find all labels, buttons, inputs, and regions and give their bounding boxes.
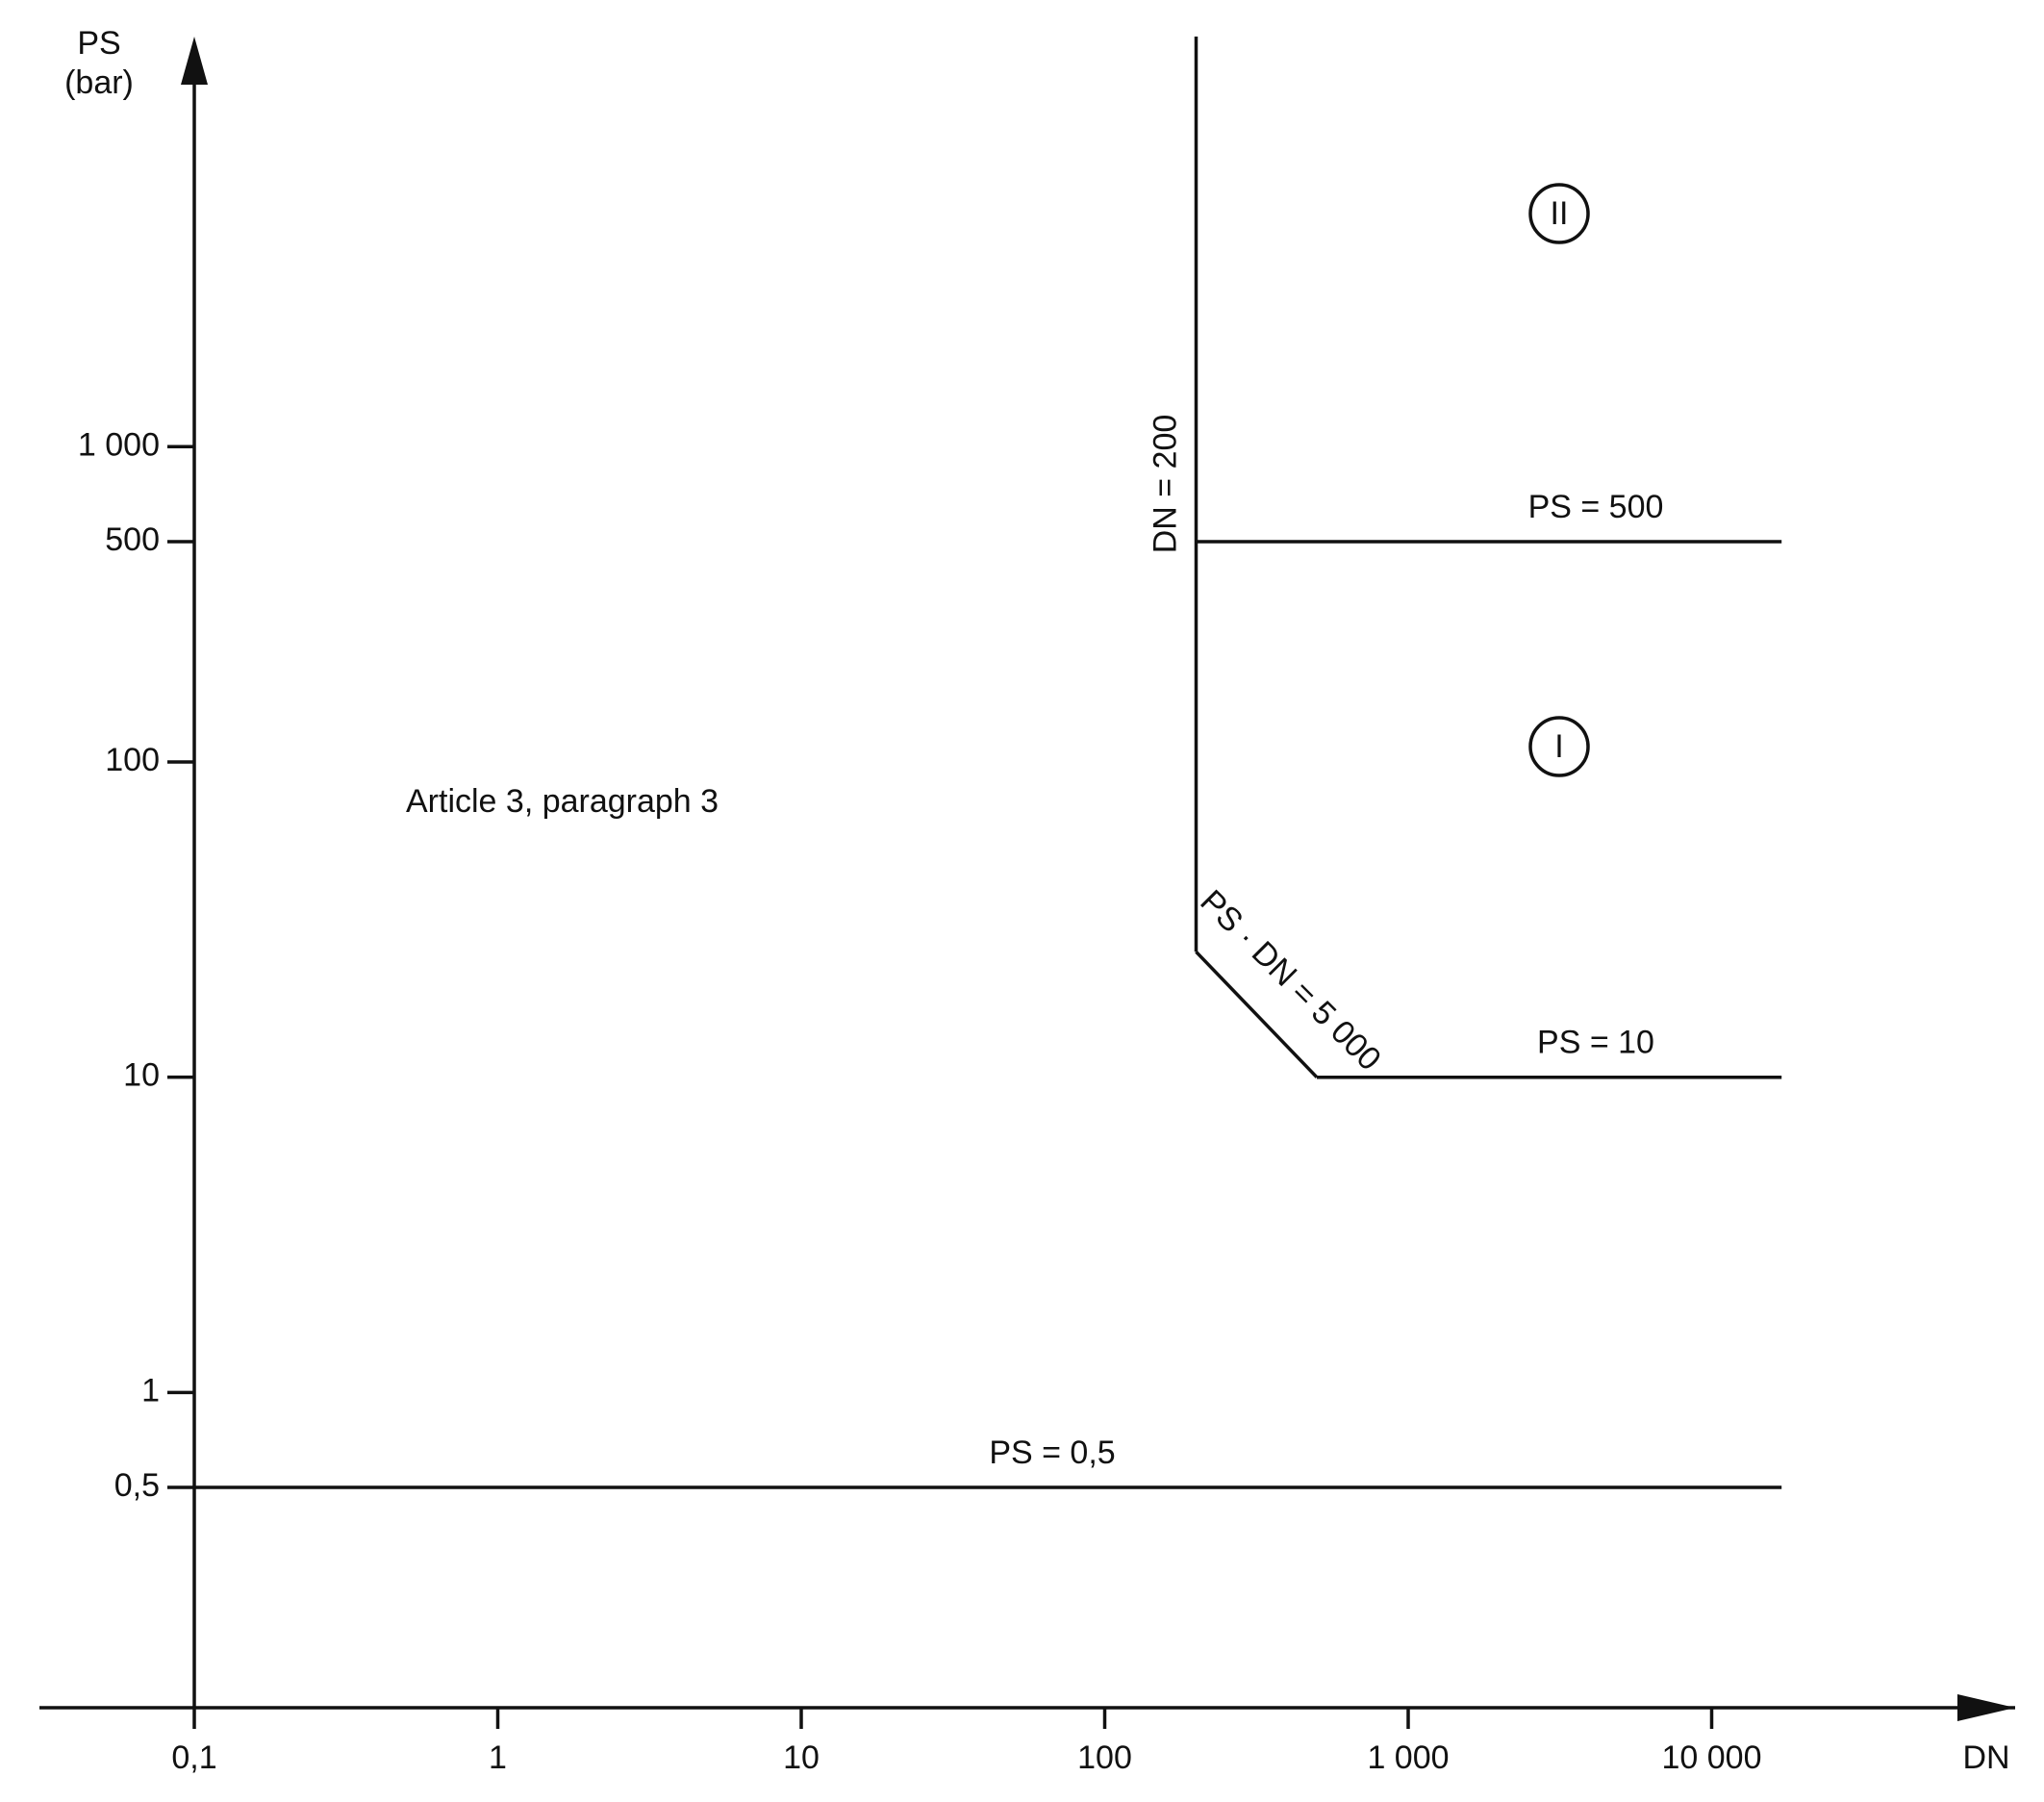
series-line bbox=[1195, 951, 1319, 1079]
annotation: Article 3, paragraph 3 bbox=[406, 783, 719, 820]
annotation-circle bbox=[1528, 716, 1590, 777]
x-axis-arrow-tip bbox=[1957, 1694, 2015, 1721]
x-axis-label: DN bbox=[1962, 1739, 2009, 1776]
y-axis-unit: (bar) bbox=[64, 64, 134, 101]
y-tick-label: 0,5 bbox=[114, 1467, 160, 1504]
x-tick-label: 10 bbox=[783, 1739, 820, 1776]
x-tick-label: 1 bbox=[489, 1739, 507, 1776]
y-tick-label: 100 bbox=[105, 742, 160, 778]
series-label: DN = 200 bbox=[1147, 415, 1183, 554]
series-label: PS = 0,5 bbox=[989, 1434, 1115, 1471]
y-tick-label: 10 bbox=[123, 1057, 160, 1094]
x-tick-label: 0,1 bbox=[171, 1739, 216, 1776]
series-label: PS = 10 bbox=[1537, 1025, 1654, 1061]
y-axis-label: PS bbox=[77, 25, 120, 62]
y-tick-label: 1 bbox=[141, 1372, 160, 1409]
annotation: I bbox=[1554, 728, 1563, 765]
x-tick-label: 10 000 bbox=[1662, 1739, 1762, 1776]
y-tick-label: 500 bbox=[105, 521, 160, 558]
y-tick-label: 1 000 bbox=[78, 426, 160, 463]
x-tick-label: 1 000 bbox=[1367, 1739, 1449, 1776]
annotation: II bbox=[1551, 195, 1569, 232]
annotation-circle bbox=[1528, 183, 1590, 244]
series-label: PS = 500 bbox=[1528, 489, 1664, 525]
x-tick-label: 100 bbox=[1077, 1739, 1132, 1776]
y-axis-arrow bbox=[181, 37, 208, 85]
